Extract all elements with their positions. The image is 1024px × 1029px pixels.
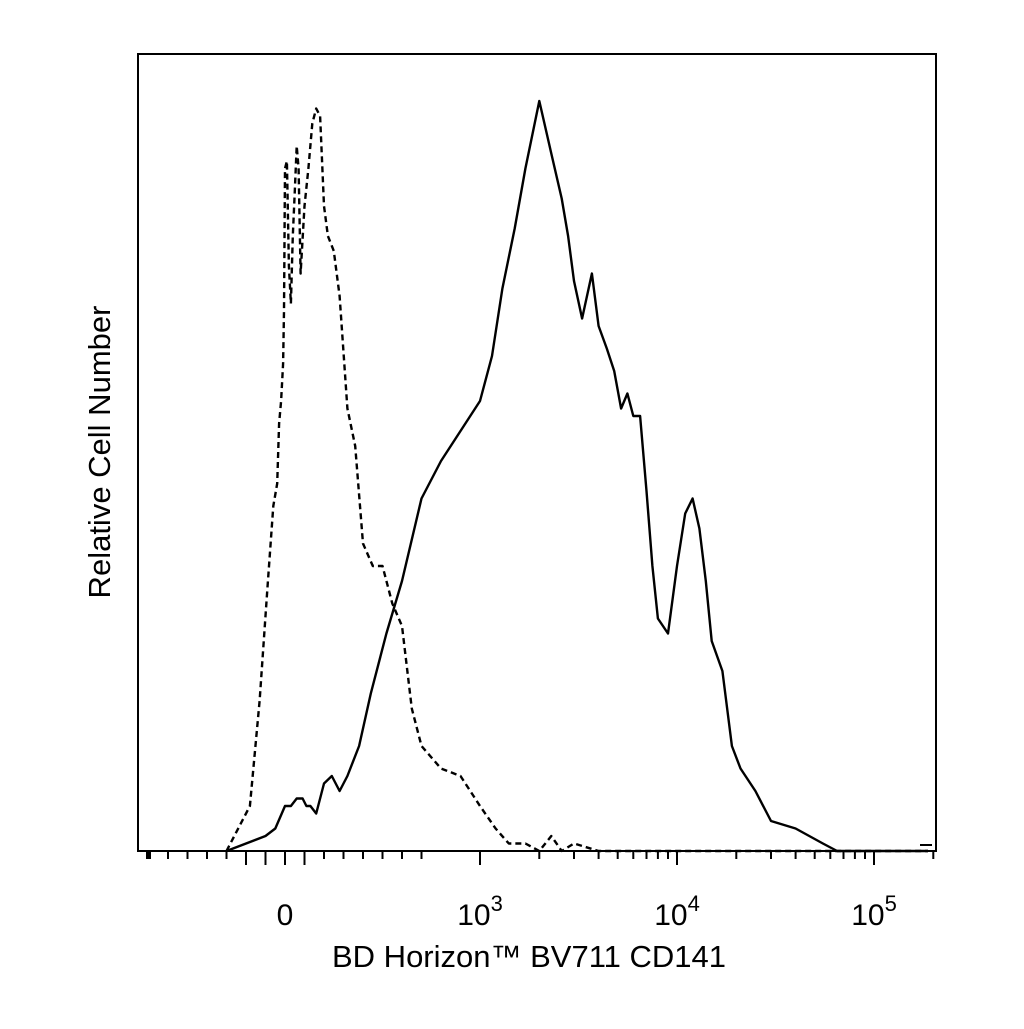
y-axis-label: Relative Cell Number	[82, 306, 117, 599]
x-tick-label: 105	[851, 891, 897, 932]
x-tick-label: 103	[457, 891, 503, 932]
label-layer: BD Horizon™ BV711 CD141 Relative Cell Nu…	[82, 306, 726, 974]
series-line-dashed	[225, 107, 928, 853]
x-tick-label: 104	[654, 891, 700, 932]
x-tick-label: 0	[277, 899, 294, 932]
plot-layer	[137, 53, 937, 853]
tick-layer: 0 103 104 105	[146, 844, 935, 932]
series-line-solid	[226, 99, 928, 853]
x-axis-label: BD Horizon™ BV711 CD141	[332, 939, 726, 974]
